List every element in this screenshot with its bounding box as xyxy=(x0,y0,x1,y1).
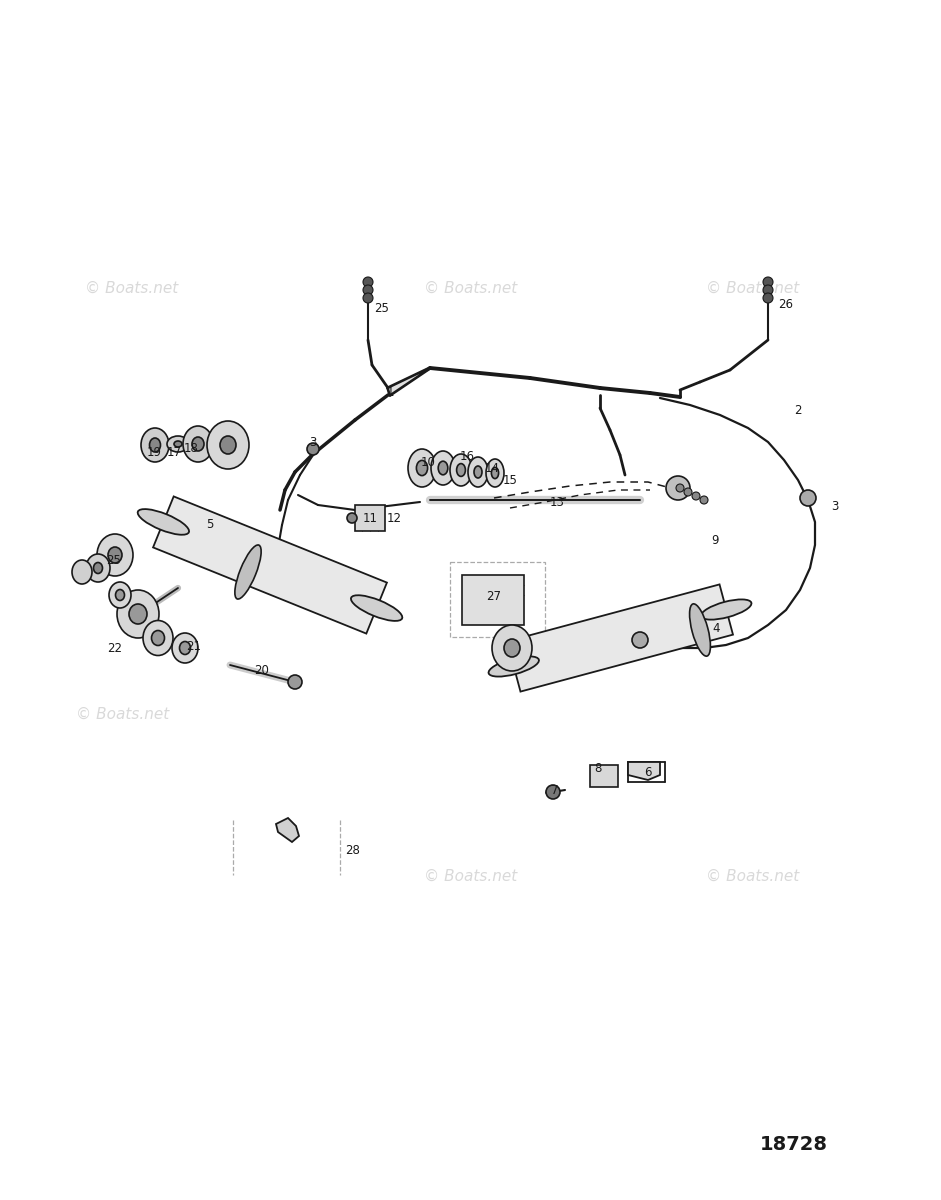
Circle shape xyxy=(692,492,700,500)
Text: 27: 27 xyxy=(486,590,502,604)
Ellipse shape xyxy=(474,466,482,478)
Text: 12: 12 xyxy=(387,511,402,524)
Polygon shape xyxy=(153,497,387,634)
Ellipse shape xyxy=(351,595,403,620)
Ellipse shape xyxy=(72,560,92,584)
Ellipse shape xyxy=(417,461,427,475)
Text: 2: 2 xyxy=(794,403,802,416)
Ellipse shape xyxy=(109,582,131,608)
Circle shape xyxy=(700,496,708,504)
Text: 11: 11 xyxy=(362,511,377,524)
FancyBboxPatch shape xyxy=(355,505,385,530)
Circle shape xyxy=(347,514,357,523)
Text: 26: 26 xyxy=(778,299,793,312)
Text: © Boats.net: © Boats.net xyxy=(75,707,169,721)
Circle shape xyxy=(666,476,690,500)
Ellipse shape xyxy=(439,461,448,475)
Ellipse shape xyxy=(86,554,110,582)
Ellipse shape xyxy=(152,630,165,646)
Text: © Boats.net: © Boats.net xyxy=(423,281,518,295)
Circle shape xyxy=(763,277,773,287)
Ellipse shape xyxy=(492,625,532,671)
Ellipse shape xyxy=(108,547,122,563)
Circle shape xyxy=(800,490,816,506)
Text: 21: 21 xyxy=(186,641,201,654)
Circle shape xyxy=(363,277,373,287)
Ellipse shape xyxy=(701,600,752,619)
Text: © Boats.net: © Boats.net xyxy=(423,869,518,883)
Text: 8: 8 xyxy=(595,762,601,774)
Text: 3: 3 xyxy=(831,499,838,512)
Ellipse shape xyxy=(143,620,173,655)
Ellipse shape xyxy=(456,463,466,476)
Text: 10: 10 xyxy=(421,456,436,469)
Ellipse shape xyxy=(690,604,710,656)
Text: 25: 25 xyxy=(106,553,121,566)
Ellipse shape xyxy=(167,436,189,452)
Text: 20: 20 xyxy=(255,664,269,677)
Ellipse shape xyxy=(488,656,539,677)
Text: 6: 6 xyxy=(645,767,652,780)
Circle shape xyxy=(763,293,773,302)
Text: 5: 5 xyxy=(206,517,214,530)
Ellipse shape xyxy=(137,509,189,535)
FancyBboxPatch shape xyxy=(462,575,524,625)
Ellipse shape xyxy=(174,440,182,446)
Circle shape xyxy=(546,785,560,799)
Ellipse shape xyxy=(172,634,198,662)
FancyBboxPatch shape xyxy=(590,766,618,787)
Text: 17: 17 xyxy=(167,445,182,458)
Text: © Boats.net: © Boats.net xyxy=(85,281,179,295)
Ellipse shape xyxy=(235,545,262,599)
Ellipse shape xyxy=(431,451,455,485)
Ellipse shape xyxy=(97,534,133,576)
Text: 15: 15 xyxy=(502,474,518,486)
Text: 22: 22 xyxy=(107,642,122,654)
Text: 1: 1 xyxy=(386,385,393,398)
Ellipse shape xyxy=(150,438,161,452)
Ellipse shape xyxy=(183,426,213,462)
Circle shape xyxy=(763,284,773,295)
Circle shape xyxy=(363,284,373,295)
Circle shape xyxy=(632,632,648,648)
Circle shape xyxy=(307,443,319,455)
Ellipse shape xyxy=(129,604,147,624)
Ellipse shape xyxy=(468,457,488,487)
Polygon shape xyxy=(388,368,430,395)
Text: 9: 9 xyxy=(711,534,719,546)
Ellipse shape xyxy=(486,458,504,487)
Text: 28: 28 xyxy=(345,844,360,857)
Circle shape xyxy=(684,488,692,496)
Text: 7: 7 xyxy=(551,784,559,797)
Circle shape xyxy=(288,674,302,689)
Ellipse shape xyxy=(504,638,520,658)
Text: 3: 3 xyxy=(310,437,317,450)
Text: 16: 16 xyxy=(459,450,474,462)
Text: 13: 13 xyxy=(550,497,565,510)
Ellipse shape xyxy=(207,421,249,469)
Text: 14: 14 xyxy=(485,462,500,474)
Ellipse shape xyxy=(117,590,159,638)
Ellipse shape xyxy=(116,589,124,600)
Ellipse shape xyxy=(141,428,169,462)
Polygon shape xyxy=(628,762,660,780)
Polygon shape xyxy=(276,818,299,842)
Ellipse shape xyxy=(220,436,236,454)
Text: 4: 4 xyxy=(712,623,720,636)
Text: 19: 19 xyxy=(147,445,162,458)
Text: © Boats.net: © Boats.net xyxy=(706,281,800,295)
Ellipse shape xyxy=(180,642,190,654)
Text: © Boats.net: © Boats.net xyxy=(706,869,800,883)
Polygon shape xyxy=(507,584,733,691)
Text: 18: 18 xyxy=(183,443,199,456)
Circle shape xyxy=(363,293,373,302)
Circle shape xyxy=(676,484,684,492)
Ellipse shape xyxy=(408,449,436,487)
Ellipse shape xyxy=(491,467,499,479)
Ellipse shape xyxy=(192,437,204,451)
Ellipse shape xyxy=(93,563,103,574)
Text: 25: 25 xyxy=(375,301,390,314)
Text: 18728: 18728 xyxy=(760,1135,828,1154)
Ellipse shape xyxy=(450,454,472,486)
